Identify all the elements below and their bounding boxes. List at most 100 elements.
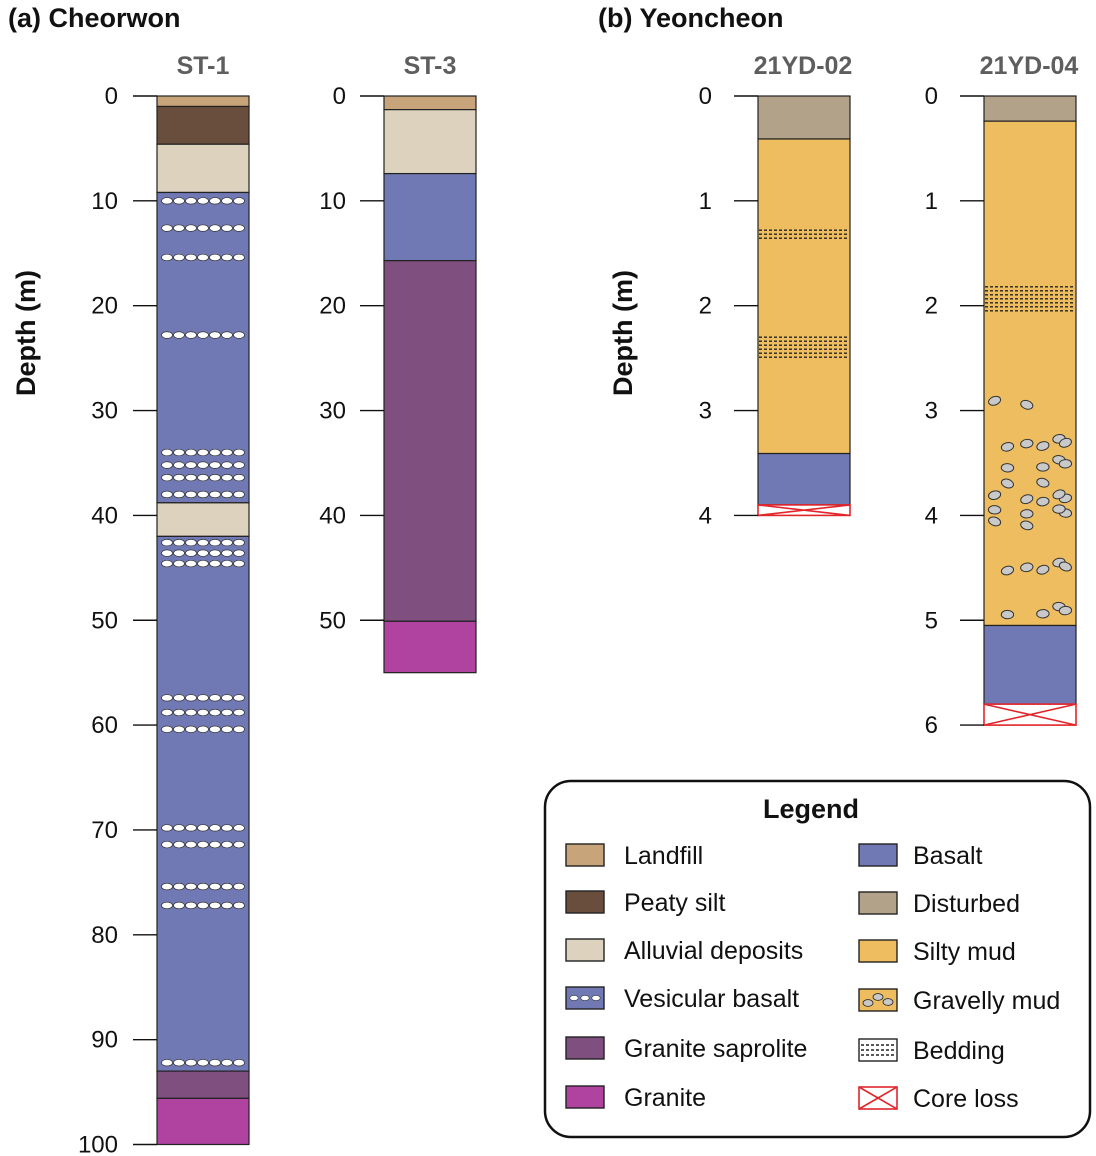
vesicle <box>161 461 173 469</box>
y-axis-label-b: Depth (m) <box>608 270 638 396</box>
vesicle <box>161 901 173 910</box>
vesicle <box>221 824 233 832</box>
legend-label: Disturbed <box>913 890 1020 918</box>
vesicle <box>173 725 185 733</box>
vesicle <box>209 549 221 557</box>
legend-gravel-clast <box>872 993 884 1001</box>
core-st-1: ST-1 0 10 20 30 40 50 60 70 80 90 100 <box>78 52 250 1156</box>
axis-tick-label: 10 <box>319 188 346 215</box>
axis-tick-label: 2 <box>925 293 938 320</box>
vesicle <box>197 824 209 832</box>
vesicle <box>185 461 197 469</box>
vesicle <box>209 448 221 457</box>
vesicle <box>173 694 185 702</box>
vesicle <box>221 1059 233 1067</box>
vesicle <box>209 882 221 891</box>
vesicle <box>185 253 197 262</box>
vesicle <box>161 559 173 568</box>
vesicle <box>173 539 185 547</box>
vesicle <box>173 197 185 205</box>
legend-swatch-disturbed <box>858 891 898 915</box>
vesicle <box>233 224 245 232</box>
vesicle <box>185 559 197 568</box>
gravel-clast <box>987 505 1002 515</box>
vesicle <box>197 708 209 717</box>
vesicle <box>221 840 233 849</box>
vesicle <box>209 725 221 733</box>
gravel-clast <box>1000 463 1015 473</box>
vesicle <box>233 490 245 499</box>
layer-landfill <box>383 95 477 111</box>
vesicle <box>221 490 233 499</box>
vesicle <box>197 1059 209 1067</box>
vesicle <box>161 539 173 547</box>
legend-label: Granite saprolite <box>624 1035 807 1063</box>
layer-disturbed <box>983 95 1077 122</box>
layer-saprolite <box>156 1070 250 1099</box>
gravel-clast <box>1000 478 1014 489</box>
vesicle <box>221 559 233 568</box>
legend-swatch-landfill <box>565 843 605 867</box>
vesicle <box>221 694 233 702</box>
gravel-clast <box>1058 561 1072 572</box>
panel-b-title: (b) Yeoncheon <box>598 3 784 33</box>
vesicle <box>233 901 245 910</box>
vesicle <box>185 448 197 457</box>
gravel-clast <box>1036 564 1050 575</box>
vesicle <box>209 197 221 205</box>
vesicle <box>197 549 209 557</box>
y-axis-label-a: Depth (m) <box>11 270 41 396</box>
layer-landfill <box>156 95 250 108</box>
vesicle <box>161 331 173 339</box>
vesicle <box>173 840 185 849</box>
core-title: ST-3 <box>404 52 457 80</box>
axis-tick-label: 30 <box>91 398 118 425</box>
panel-a-title: (a) Cheorwon <box>8 3 181 33</box>
vesicle <box>197 224 209 232</box>
axis-tick-label: 2 <box>699 293 712 320</box>
vesicle <box>233 448 245 457</box>
axis-tick-label: 20 <box>91 293 118 320</box>
vesicle <box>185 694 197 702</box>
legend-swatch-peaty-silt <box>565 890 605 914</box>
legend-label: Vesicular basalt <box>624 985 799 1013</box>
vesicle <box>221 725 233 733</box>
vesicle <box>173 224 185 232</box>
vesicle <box>185 882 197 891</box>
legend-label: Gravelly mud <box>913 987 1060 1015</box>
core-title: 21YD-04 <box>980 52 1079 80</box>
legend-label: Core loss <box>913 1085 1019 1113</box>
vesicle <box>209 253 221 262</box>
vesicle <box>221 197 233 205</box>
vesicle <box>233 461 245 469</box>
vesicle <box>197 882 209 891</box>
layer-basalt <box>757 452 851 506</box>
vesicle <box>173 448 185 457</box>
vesicle <box>161 197 173 205</box>
vesicle <box>161 224 173 232</box>
gravel-clast <box>1020 562 1034 573</box>
gravel-clast <box>1020 399 1034 410</box>
vesicle <box>161 824 173 832</box>
vesicle <box>185 224 197 232</box>
vesicle <box>221 549 233 557</box>
gravel-clast <box>987 490 1002 501</box>
vesicle <box>185 824 197 832</box>
axis-tick-label: 6 <box>925 712 938 739</box>
vesicle <box>185 901 197 910</box>
legend-label: Granite <box>624 1084 706 1112</box>
layer-granite <box>156 1097 250 1146</box>
vesicle <box>221 331 233 339</box>
vesicle <box>161 882 173 891</box>
vesicle <box>209 461 221 469</box>
axis-tick-label: 0 <box>333 83 346 110</box>
vesicle <box>221 448 233 457</box>
vesicle <box>161 725 173 733</box>
legend-vesicle <box>591 995 601 1001</box>
axis-tick-label: 50 <box>91 607 118 634</box>
vesicle <box>161 840 173 849</box>
vesicle <box>233 840 245 849</box>
layer-vesicular <box>156 191 250 504</box>
legend-label: Landfill <box>624 842 703 870</box>
